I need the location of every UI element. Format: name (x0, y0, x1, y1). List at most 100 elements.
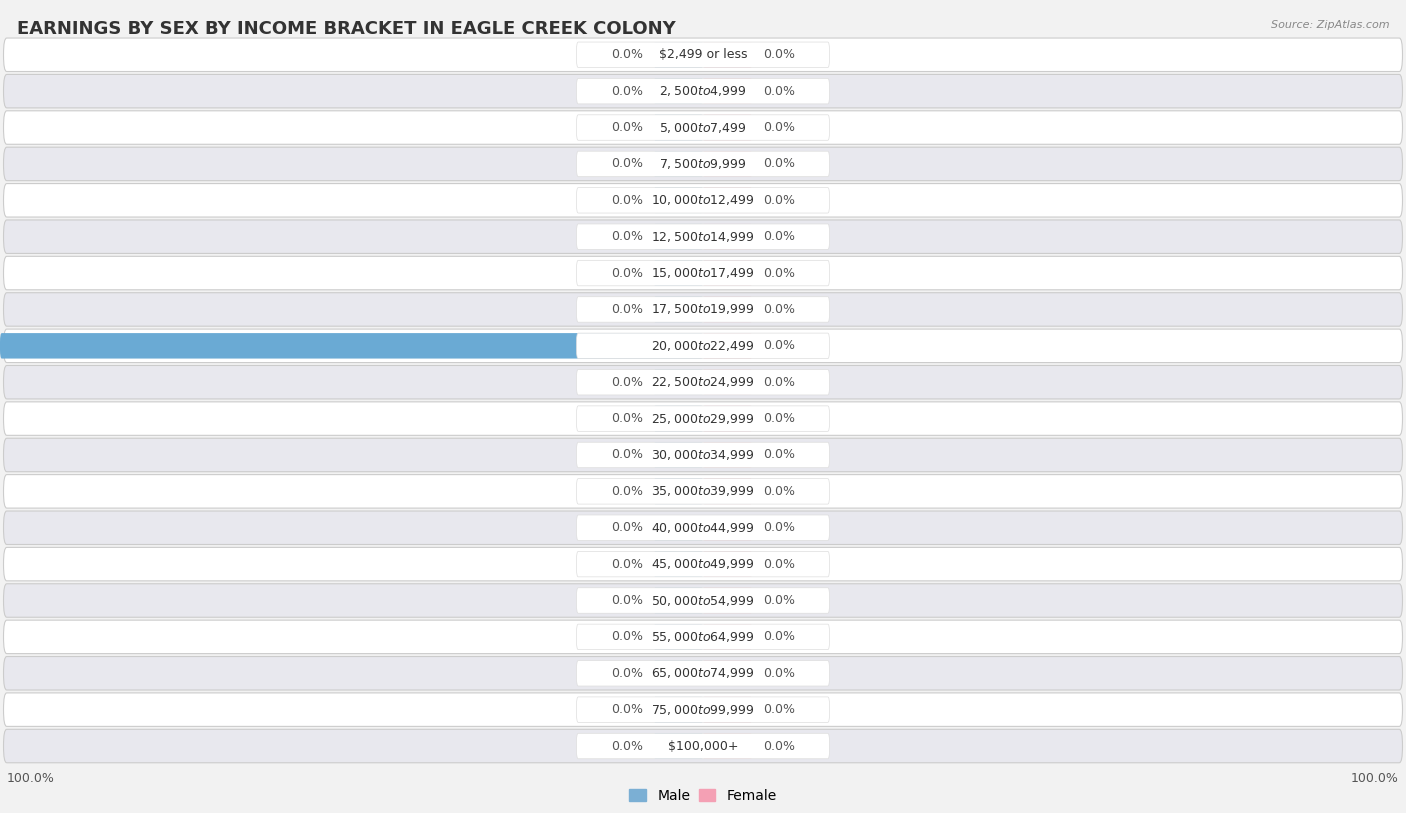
Text: 0.0%: 0.0% (612, 667, 644, 680)
Text: 0.0%: 0.0% (612, 449, 644, 462)
FancyBboxPatch shape (654, 515, 703, 541)
Text: 100.0%: 100.0% (1351, 772, 1399, 785)
Text: 0.0%: 0.0% (762, 303, 794, 316)
Text: 0.0%: 0.0% (762, 594, 794, 607)
Text: 0.0%: 0.0% (612, 193, 644, 207)
FancyBboxPatch shape (576, 515, 830, 541)
FancyBboxPatch shape (576, 660, 830, 686)
FancyBboxPatch shape (3, 547, 1403, 580)
Text: 100.0%: 100.0% (7, 772, 55, 785)
FancyBboxPatch shape (576, 697, 830, 723)
Text: $65,000 to $74,999: $65,000 to $74,999 (651, 667, 755, 680)
FancyBboxPatch shape (576, 442, 830, 467)
Text: $12,500 to $14,999: $12,500 to $14,999 (651, 230, 755, 244)
Text: 0.0%: 0.0% (762, 230, 794, 243)
Text: 0.0%: 0.0% (762, 485, 794, 498)
Text: $40,000 to $44,999: $40,000 to $44,999 (651, 521, 755, 535)
Text: 0.0%: 0.0% (762, 121, 794, 134)
FancyBboxPatch shape (576, 369, 830, 395)
FancyBboxPatch shape (576, 224, 830, 250)
FancyBboxPatch shape (703, 515, 752, 541)
FancyBboxPatch shape (576, 42, 830, 67)
FancyBboxPatch shape (654, 151, 703, 176)
Text: $15,000 to $17,499: $15,000 to $17,499 (651, 266, 755, 280)
FancyBboxPatch shape (3, 438, 1403, 472)
Text: $55,000 to $64,999: $55,000 to $64,999 (651, 630, 755, 644)
Text: 0.0%: 0.0% (762, 703, 794, 716)
FancyBboxPatch shape (703, 588, 752, 613)
FancyBboxPatch shape (654, 442, 703, 467)
Text: 0.0%: 0.0% (612, 85, 644, 98)
FancyBboxPatch shape (576, 297, 830, 322)
FancyBboxPatch shape (576, 733, 830, 759)
Text: 0.0%: 0.0% (612, 485, 644, 498)
FancyBboxPatch shape (3, 75, 1403, 108)
Text: 0.0%: 0.0% (762, 85, 794, 98)
Text: 0.0%: 0.0% (612, 48, 644, 61)
Text: 0.0%: 0.0% (612, 558, 644, 571)
FancyBboxPatch shape (654, 697, 703, 723)
Text: 0.0%: 0.0% (612, 703, 644, 716)
FancyBboxPatch shape (3, 511, 1403, 545)
FancyBboxPatch shape (3, 366, 1403, 399)
Text: $35,000 to $39,999: $35,000 to $39,999 (651, 485, 755, 498)
FancyBboxPatch shape (703, 406, 752, 432)
Text: $50,000 to $54,999: $50,000 to $54,999 (651, 593, 755, 607)
FancyBboxPatch shape (654, 224, 703, 250)
FancyBboxPatch shape (654, 479, 703, 504)
Text: 0.0%: 0.0% (612, 303, 644, 316)
FancyBboxPatch shape (703, 260, 752, 286)
FancyBboxPatch shape (3, 220, 1403, 254)
FancyBboxPatch shape (703, 624, 752, 650)
FancyBboxPatch shape (703, 442, 752, 467)
FancyBboxPatch shape (3, 620, 1403, 654)
Text: $20,000 to $22,499: $20,000 to $22,499 (651, 339, 755, 353)
Text: $25,000 to $29,999: $25,000 to $29,999 (651, 411, 755, 425)
FancyBboxPatch shape (703, 333, 752, 359)
FancyBboxPatch shape (654, 115, 703, 141)
Text: 0.0%: 0.0% (612, 267, 644, 280)
FancyBboxPatch shape (3, 729, 1403, 763)
FancyBboxPatch shape (576, 151, 830, 176)
Text: 0.0%: 0.0% (612, 594, 644, 607)
Text: 0.0%: 0.0% (612, 740, 644, 753)
FancyBboxPatch shape (703, 224, 752, 250)
FancyBboxPatch shape (576, 624, 830, 650)
FancyBboxPatch shape (576, 188, 830, 213)
Text: 0.0%: 0.0% (612, 121, 644, 134)
FancyBboxPatch shape (703, 479, 752, 504)
FancyBboxPatch shape (3, 111, 1403, 144)
FancyBboxPatch shape (654, 42, 703, 67)
FancyBboxPatch shape (703, 697, 752, 723)
FancyBboxPatch shape (3, 147, 1403, 180)
Text: $75,000 to $99,999: $75,000 to $99,999 (651, 702, 755, 716)
FancyBboxPatch shape (0, 333, 703, 359)
FancyBboxPatch shape (3, 402, 1403, 435)
Text: 0.0%: 0.0% (762, 558, 794, 571)
FancyBboxPatch shape (576, 551, 830, 577)
Text: 0.0%: 0.0% (762, 193, 794, 207)
Text: $30,000 to $34,999: $30,000 to $34,999 (651, 448, 755, 462)
Text: EARNINGS BY SEX BY INCOME BRACKET IN EAGLE CREEK COLONY: EARNINGS BY SEX BY INCOME BRACKET IN EAG… (17, 20, 676, 38)
FancyBboxPatch shape (703, 660, 752, 686)
FancyBboxPatch shape (654, 78, 703, 104)
Text: 0.0%: 0.0% (762, 339, 794, 352)
FancyBboxPatch shape (3, 329, 1403, 363)
Text: $22,500 to $24,999: $22,500 to $24,999 (651, 376, 755, 389)
Text: 0.0%: 0.0% (612, 412, 644, 425)
Text: $2,499 or less: $2,499 or less (659, 48, 747, 61)
FancyBboxPatch shape (654, 624, 703, 650)
Text: $45,000 to $49,999: $45,000 to $49,999 (651, 557, 755, 571)
Legend: Male, Female: Male, Female (624, 783, 782, 808)
Text: 0.0%: 0.0% (612, 158, 644, 171)
Text: 0.0%: 0.0% (612, 230, 644, 243)
FancyBboxPatch shape (576, 115, 830, 141)
FancyBboxPatch shape (654, 551, 703, 577)
FancyBboxPatch shape (703, 297, 752, 322)
FancyBboxPatch shape (654, 588, 703, 613)
FancyBboxPatch shape (576, 333, 830, 359)
FancyBboxPatch shape (3, 693, 1403, 726)
FancyBboxPatch shape (576, 78, 830, 104)
Text: 0.0%: 0.0% (612, 376, 644, 389)
FancyBboxPatch shape (576, 406, 830, 432)
